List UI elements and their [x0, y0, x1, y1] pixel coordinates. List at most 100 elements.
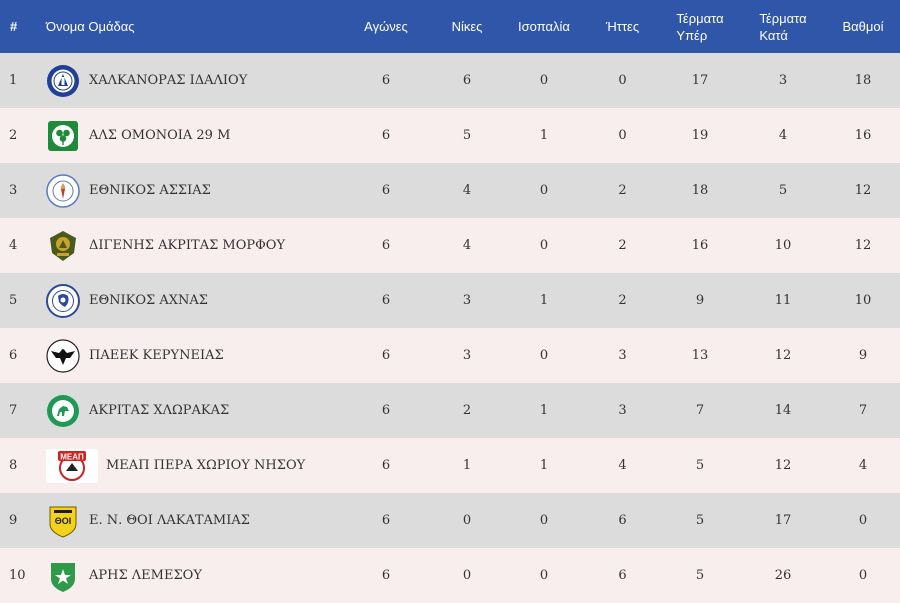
- wins-cell: 0: [462, 513, 472, 528]
- points-cell: 12: [854, 183, 872, 198]
- position-cell: 6: [9, 348, 18, 363]
- akritas-horse-crest-icon: [46, 394, 80, 428]
- played-cell: 6: [381, 403, 391, 418]
- header-goals-against-line1: Τέρματα: [759, 10, 807, 26]
- played-cell: 6: [381, 568, 391, 583]
- losses-cell: 2: [618, 183, 627, 198]
- team-cell: ΔΙΓΕΝΗΣ ΑΚΡΙΤΑΣ ΜΟΡΦΟΥ: [46, 218, 341, 273]
- points-cell: 10: [854, 293, 872, 308]
- draws-cell: 1: [539, 293, 549, 308]
- wins-cell: 2: [462, 403, 472, 418]
- team-name: ΜΕΑΠ ΠΕΡΑ ΧΩΡΙΟΥ ΝΗΣΟΥ: [106, 458, 306, 473]
- goals-for-cell: 19: [691, 128, 709, 143]
- played-cell: 6: [381, 73, 391, 88]
- ethnikos-assias-crest-icon: [46, 173, 80, 208]
- header-points: Βαθμοί: [842, 19, 884, 34]
- goals-for-cell: 5: [695, 568, 705, 583]
- points-cell: 9: [858, 348, 868, 363]
- team-cell: ΑΛΣ ΟΜΟΝΟΙΑ 29 Μ: [46, 108, 341, 163]
- header-goals-for-line2: Υπέρ: [676, 27, 708, 43]
- team-cell: ΠΑΕΕΚ ΚΕΡΥΝΕΙΑΣ: [46, 328, 341, 383]
- played-cell: 6: [381, 238, 391, 253]
- team-name: ΧΑΛΚΑΝΟΡΑΣ ΙΔΑΛΙΟΥ: [89, 73, 248, 88]
- team-name: ΔΙΓΕΝΗΣ ΑΚΡΙΤΑΣ ΜΟΡΦΟΥ: [89, 238, 286, 253]
- header-goals-against: Τέρματα Κατά: [740, 0, 826, 53]
- points-cell: 7: [858, 403, 868, 418]
- team-name: ΑΛΣ ΟΜΟΝΟΙΑ 29 Μ: [89, 128, 231, 143]
- team-cell: ΧΑΛΚΑΝΟΡΑΣ ΙΔΑΛΙΟΥ: [46, 53, 341, 108]
- table-row: 3 ΕΘΝΙΚΟΣ ΑΣΣΙΑΣ 6 4 0 2 18 5 12: [0, 163, 900, 218]
- team-name: ΑΡΗΣ ΛΕΜΕΣΟΥ: [89, 568, 202, 583]
- position-cell: 8: [9, 458, 18, 473]
- position-cell: 7: [9, 403, 18, 418]
- svg-text:ΘΟΙ: ΘΟΙ: [55, 516, 72, 526]
- goals-for-cell: 5: [695, 458, 705, 473]
- draws-cell: 1: [539, 403, 549, 418]
- goals-against-cell: 17: [774, 513, 792, 528]
- points-cell: 4: [858, 458, 868, 473]
- digenis-crest-icon: [46, 229, 80, 263]
- played-cell: 6: [381, 348, 391, 363]
- wins-cell: 3: [462, 348, 472, 363]
- losses-cell: 0: [618, 128, 627, 143]
- goals-against-cell: 12: [774, 348, 792, 363]
- goals-against-cell: 3: [778, 73, 788, 88]
- table-row: 7 ΑΚΡΙΤΑΣ ΧΛΩΡΑΚΑΣ 6 2 1 3 7 14 7: [0, 383, 900, 438]
- team-cell: ΕΘΝΙΚΟΣ ΑΧΝΑΣ: [46, 273, 341, 328]
- goals-for-cell: 16: [691, 238, 709, 253]
- table-row: 5 ΕΘΝΙΚΟΣ ΑΧΝΑΣ 6 3 1 2 9 11 10: [0, 273, 900, 328]
- team-cell: ΜΕΑΠ ΜΕΑΠ ΠΕΡΑ ΧΩΡΙΟΥ ΝΗΣΟΥ: [46, 438, 341, 493]
- team-cell: ΑΡΗΣ ΛΕΜΕΣΟΥ: [46, 548, 341, 603]
- team-cell: ΑΚΡΙΤΑΣ ΧΛΩΡΑΚΑΣ: [46, 383, 341, 438]
- team-name: ΕΘΝΙΚΟΣ ΑΧΝΑΣ: [89, 293, 208, 308]
- team-name: Ε. Ν. ΘΟΙ ΛΑΚΑΤΑΜΙΑΣ: [89, 513, 250, 528]
- header-played: Αγώνες: [364, 19, 408, 34]
- draws-cell: 0: [539, 348, 549, 363]
- table-row: 4 ΔΙΓΕΝΗΣ ΑΚΡΙΤΑΣ ΜΟΡΦΟΥ 6 4 0 2 16 10 1…: [0, 218, 900, 273]
- aris-star-crest-icon: [46, 559, 80, 593]
- table-row: 2 ΑΛΣ ΟΜΟΝΟΙΑ 29 Μ 6 5 1 0 19 4 16: [0, 108, 900, 163]
- goals-for-cell: 13: [691, 348, 709, 363]
- draws-cell: 0: [539, 73, 549, 88]
- header-num: #: [10, 19, 18, 34]
- played-cell: 6: [381, 513, 391, 528]
- draws-cell: 0: [539, 183, 549, 198]
- header-losses: Ήττες: [605, 19, 640, 34]
- position-cell: 1: [9, 73, 18, 88]
- draws-cell: 1: [539, 458, 549, 473]
- position-cell: 4: [9, 238, 18, 253]
- draws-cell: 0: [539, 568, 549, 583]
- chalkanoras-crest-icon: [46, 64, 80, 98]
- losses-cell: 2: [618, 293, 627, 308]
- draws-cell: 0: [539, 238, 549, 253]
- losses-cell: 6: [618, 513, 627, 528]
- goals-for-cell: 5: [695, 513, 705, 528]
- svg-text:ΜΕΑΠ: ΜΕΑΠ: [60, 452, 84, 461]
- wins-cell: 4: [462, 238, 472, 253]
- played-cell: 6: [381, 293, 391, 308]
- meap-crest-icon: ΜΕΑΠ: [46, 448, 98, 483]
- played-cell: 6: [381, 128, 391, 143]
- position-cell: 9: [9, 513, 18, 528]
- goals-against-cell: 26: [774, 568, 792, 583]
- header-goals-for: Τέρματα Υπέρ: [660, 0, 740, 53]
- losses-cell: 2: [618, 238, 627, 253]
- draws-cell: 1: [539, 128, 549, 143]
- goals-against-cell: 12: [774, 458, 792, 473]
- points-cell: 0: [858, 513, 868, 528]
- table-row: 6 ΠΑΕΕΚ ΚΕΡΥΝΕΙΑΣ 6 3 0 3 13 12 9: [0, 328, 900, 383]
- paeek-eagle-crest-icon: [46, 338, 80, 373]
- table-row: 9 ΘΟΙ Ε. Ν. ΘΟΙ ΛΑΚΑΤΑΜΙΑΣ 6 0 0 6 5 17 …: [0, 493, 900, 548]
- losses-cell: 6: [618, 568, 627, 583]
- wins-cell: 3: [462, 293, 472, 308]
- header-team: Όνομα Ομάδας: [46, 19, 135, 34]
- played-cell: 6: [381, 183, 391, 198]
- losses-cell: 3: [618, 348, 627, 363]
- team-name: ΑΚΡΙΤΑΣ ΧΛΩΡΑΚΑΣ: [89, 403, 230, 418]
- points-cell: 0: [858, 568, 868, 583]
- goals-for-cell: 17: [691, 73, 709, 88]
- wins-cell: 6: [462, 73, 472, 88]
- team-cell: ΘΟΙ Ε. Ν. ΘΟΙ ΛΑΚΑΤΑΜΙΑΣ: [46, 493, 341, 548]
- position-cell: 2: [9, 128, 18, 143]
